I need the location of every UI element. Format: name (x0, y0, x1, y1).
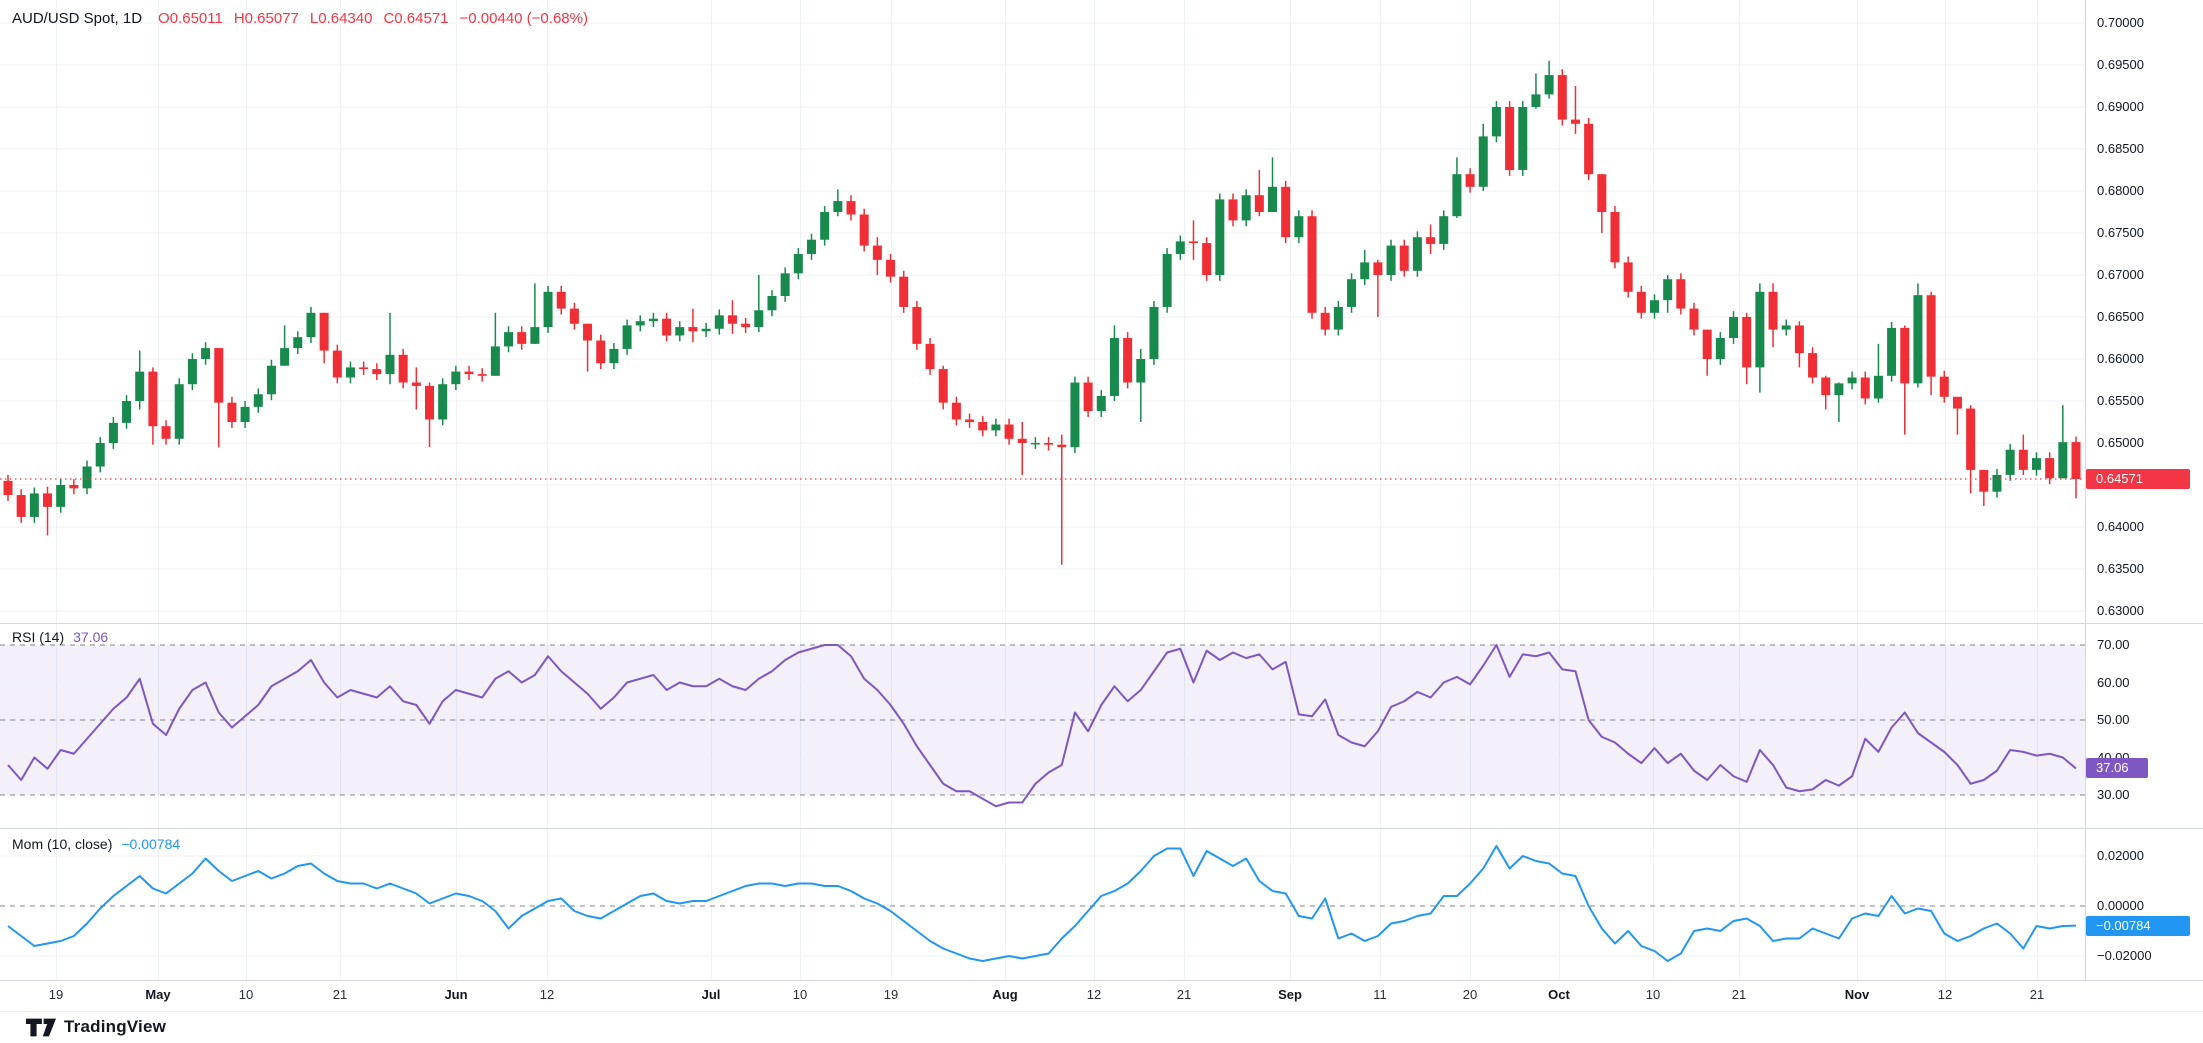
price-axis-label: 0.63500 (2097, 561, 2144, 576)
time-axis-label: 10 (792, 987, 808, 1002)
price-axis-label: 0.65000 (2097, 435, 2144, 450)
time-axis-label: Nov (1844, 987, 1870, 1002)
rsi-axis-label: 70.00 (2097, 637, 2130, 652)
price-axis-label: 0.69000 (2097, 99, 2144, 114)
time-axis-label: 12 (539, 987, 555, 1002)
rsi-legend[interactable]: RSI (14) 37.06 (12, 629, 108, 645)
rsi-plot-area[interactable] (0, 623, 2085, 828)
time-axis-label: 12 (1937, 987, 1953, 1002)
tradingview-logo[interactable]: TradingView (26, 1017, 166, 1037)
time-axis-label: 12 (1086, 987, 1102, 1002)
price-axis-label: 0.67000 (2097, 267, 2144, 282)
time-axis-label: 20 (1462, 987, 1478, 1002)
rsi-value-badge: 37.06 (2086, 758, 2148, 778)
price-axis-label: 0.68500 (2097, 141, 2144, 156)
time-axis-label: 19 (883, 987, 899, 1002)
time-axis-label: Sep (1278, 987, 1302, 1002)
time-axis-label: 10 (238, 987, 254, 1002)
mom-title: Mom (10, close) (12, 836, 113, 852)
time-axis-label: May (145, 987, 171, 1002)
time-axis-label: 21 (1731, 987, 1747, 1002)
time-axis-label: Aug (992, 987, 1018, 1002)
price-axis-label: 0.65500 (2097, 393, 2144, 408)
change-value: −0.00440 (−0.68%) (459, 10, 588, 27)
rsi-value: 37.06 (73, 629, 109, 645)
rsi-axis-label: 50.00 (2097, 712, 2130, 727)
mom-value: −0.00784 (121, 836, 181, 852)
rsi-title: RSI (14) (12, 629, 65, 645)
mom-axis-label: −0.02000 (2097, 948, 2152, 963)
symbol-legend[interactable]: AUD/USD Spot, 1D O0.65011 H0.65077 L0.64340… (12, 10, 599, 27)
last-price-badge: 0.64571 (2086, 469, 2190, 489)
time-axis-label: 10 (1645, 987, 1661, 1002)
mom-legend[interactable]: Mom (10, close) −0.00784 (12, 836, 180, 852)
main-plot-area[interactable] (0, 0, 2085, 623)
time-axis-label: 21 (1176, 987, 1192, 1002)
ohlc-high: H0.65077 (233, 10, 299, 27)
ohlc-close: C0.64571 (383, 10, 449, 27)
tradingview-logo-text: TradingView (64, 1017, 167, 1036)
time-axis-label: 21 (2029, 987, 2045, 1002)
price-axis-label: 0.68000 (2097, 183, 2144, 198)
ohlc-low: L0.64340 (309, 10, 373, 27)
mom-plot-area[interactable] (0, 828, 2085, 980)
rsi-axis-label: 30.00 (2097, 787, 2130, 802)
mom-axis-label: 0.02000 (2097, 848, 2144, 863)
ohlc-open: O0.65011 (158, 10, 223, 27)
price-axis-label: 0.66000 (2097, 351, 2144, 366)
time-axis-label: Jul (701, 987, 721, 1002)
mom-axis-label: 0.00000 (2097, 898, 2144, 913)
price-axis-label: 0.67500 (2097, 225, 2144, 240)
tradingview-logo-icon (26, 1018, 56, 1036)
price-axis-label: 0.64000 (2097, 519, 2144, 534)
symbol-title: AUD/USD Spot, 1D (12, 10, 143, 27)
time-axis-label: Jun (444, 987, 468, 1002)
price-axis-label: 0.70000 (2097, 15, 2144, 30)
price-axis-label: 0.63000 (2097, 603, 2144, 618)
time-axis-label: 21 (332, 987, 348, 1002)
mom-value-badge: −0.00784 (2086, 916, 2190, 936)
price-axis-label: 0.69500 (2097, 57, 2144, 72)
time-axis-label: Oct (1548, 987, 1570, 1002)
rsi-axis-label: 60.00 (2097, 674, 2130, 690)
price-axis-label: 0.66500 (2097, 309, 2144, 324)
time-axis-label: 11 (1373, 987, 1387, 1002)
time-axis-label: 19 (48, 987, 64, 1002)
